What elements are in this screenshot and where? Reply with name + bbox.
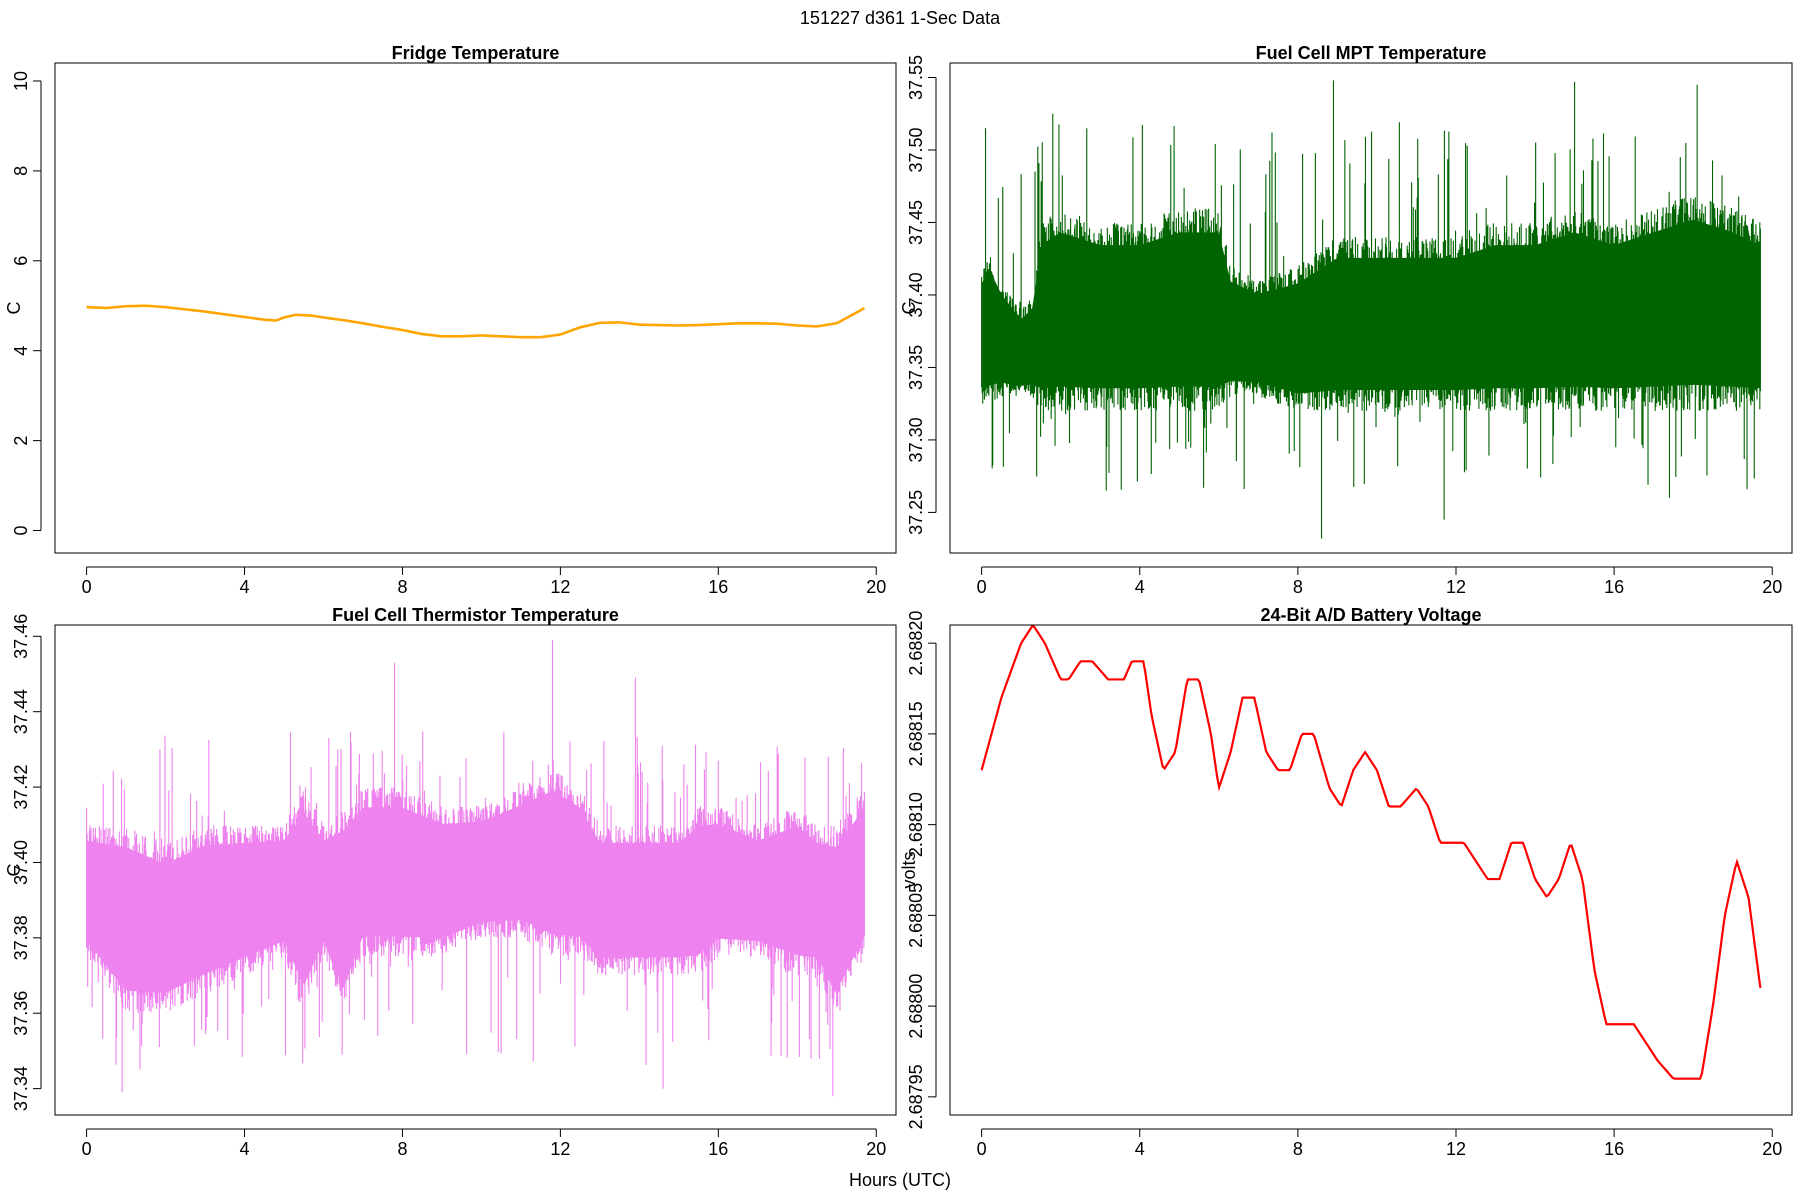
x-tick-label: 20: [1762, 1139, 1782, 1159]
y-tick-label: 37.35: [906, 345, 926, 390]
y-tick-label: 37.30: [906, 417, 926, 462]
x-tick-label: 8: [1293, 577, 1303, 597]
y-tick-label: 2: [11, 436, 31, 446]
x-tick-label: 4: [240, 577, 250, 597]
plot-frame: [949, 62, 1793, 554]
y-tick-label: 37.40: [906, 272, 926, 317]
series-line: [86, 304, 866, 339]
plot-frame: [54, 624, 897, 1116]
panel-title: Fuel Cell Thermistor Temperature: [332, 605, 619, 625]
y-tick-label: 37.36: [11, 991, 31, 1036]
x-tick-label: 20: [866, 1139, 886, 1159]
y-tick-label: 0: [11, 526, 31, 536]
y-tick-label: 2.68795: [906, 1064, 926, 1129]
y-tick-label: 37.50: [906, 127, 926, 172]
panel-title: Fuel Cell MPT Temperature: [1256, 43, 1487, 63]
y-tick-label: 37.40: [11, 840, 31, 885]
panel-title: Fridge Temperature: [392, 43, 560, 63]
x-tick-label: 16: [1604, 1139, 1624, 1159]
x-tick-label: 12: [550, 577, 570, 597]
y-tick-label: 2.68815: [906, 701, 926, 766]
y-axis-label: C: [899, 302, 919, 315]
figure-xlabel: Hours (UTC): [849, 1170, 951, 1190]
series-line: [980, 624, 1762, 1080]
y-tick-label: 37.38: [11, 915, 31, 960]
y-tick-label: 10: [11, 71, 31, 91]
x-tick-label: 4: [1135, 1139, 1145, 1159]
plot-frame: [54, 62, 897, 554]
y-axis-label: C: [4, 302, 24, 315]
y-axis-label: volts: [899, 851, 919, 888]
y-tick-label: 37.46: [11, 614, 31, 659]
y-tick-label: 2.68805: [906, 883, 926, 948]
figure-title: 151227 d361 1-Sec Data: [800, 8, 1001, 28]
series-band: [981, 219, 1761, 394]
x-tick-label: 12: [1446, 577, 1466, 597]
y-axis-label: C: [4, 864, 24, 877]
y-tick-label: 6: [11, 256, 31, 266]
y-tick-label: 37.25: [906, 490, 926, 535]
y-tick-label: 2.68800: [906, 974, 926, 1039]
x-tick-label: 8: [397, 1139, 407, 1159]
y-tick-label: 37.34: [11, 1066, 31, 1111]
panel-battery: 24-Bit A/D Battery Voltage volts 0 4 8 12 16 20…: [899, 605, 1793, 1159]
x-tick-label: 16: [1604, 577, 1624, 597]
x-tick-label: 8: [1293, 1139, 1303, 1159]
panel-thermistor: Fuel Cell Thermistor Temperature C 0 4 8 12 16…: [4, 605, 897, 1159]
x-tick-label: 0: [977, 1139, 987, 1159]
plot-frame: [949, 624, 1793, 1116]
y-tick-label: 37.42: [11, 765, 31, 810]
x-tick-label: 8: [397, 577, 407, 597]
x-tick-label: 16: [708, 1139, 728, 1159]
y-tick-label: 2.68820: [906, 611, 926, 676]
x-tick-label: 20: [1762, 577, 1782, 597]
y-tick-label: 4: [11, 346, 31, 356]
series-band: [86, 791, 865, 993]
x-tick-label: 0: [82, 577, 92, 597]
y-tick-label: 8: [11, 166, 31, 176]
y-tick-label: 2.68810: [906, 792, 926, 857]
panel-title: 24-Bit A/D Battery Voltage: [1260, 605, 1481, 625]
x-tick-label: 4: [1135, 577, 1145, 597]
x-tick-label: 0: [977, 577, 987, 597]
panel-mpt: Fuel Cell MPT Temperature C 0 4 8 12 16 20 37.25…: [899, 43, 1793, 597]
x-tick-label: 0: [82, 1139, 92, 1159]
x-tick-label: 16: [708, 577, 728, 597]
x-tick-label: 20: [866, 577, 886, 597]
y-tick-label: 37.45: [906, 200, 926, 245]
x-tick-label: 4: [240, 1139, 250, 1159]
y-tick-label: 37.44: [11, 689, 31, 734]
panels: Fridge Temperature C 0 4 8 12 16 20 0 2 4 6 8 10 Fuel …: [4, 43, 1793, 1159]
x-tick-label: 12: [550, 1139, 570, 1159]
x-tick-label: 12: [1446, 1139, 1466, 1159]
panel-fridge: Fridge Temperature C 0 4 8 12 16 20 0 2 4 6 8 10: [4, 43, 897, 597]
y-tick-label: 37.55: [906, 55, 926, 100]
